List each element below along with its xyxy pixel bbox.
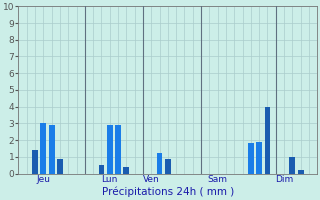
Bar bbox=[57, 159, 63, 174]
Bar bbox=[99, 165, 104, 174]
Bar bbox=[265, 107, 270, 174]
Bar bbox=[107, 125, 113, 174]
Bar bbox=[40, 123, 46, 174]
Bar bbox=[32, 150, 38, 174]
Bar bbox=[156, 153, 163, 174]
Bar bbox=[256, 142, 262, 174]
X-axis label: Précipitations 24h ( mm ): Précipitations 24h ( mm ) bbox=[102, 187, 234, 197]
Bar bbox=[289, 157, 295, 174]
Bar bbox=[124, 167, 129, 174]
Bar bbox=[115, 125, 121, 174]
Bar bbox=[49, 125, 54, 174]
Bar bbox=[165, 159, 171, 174]
Bar bbox=[298, 170, 304, 174]
Bar bbox=[248, 143, 254, 174]
